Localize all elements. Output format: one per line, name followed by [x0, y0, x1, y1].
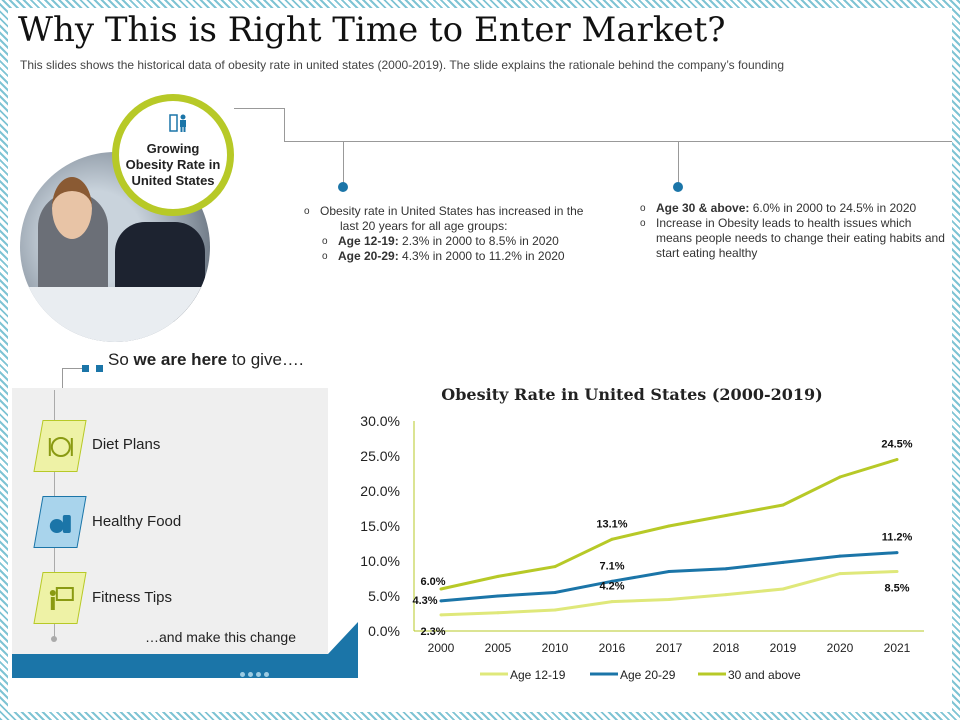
data-point — [724, 567, 728, 571]
x-tick-label: 2017 — [656, 641, 683, 655]
x-tick-label: 2016 — [599, 641, 626, 655]
data-point — [667, 524, 671, 528]
give-heading: So we are here to give…. — [108, 350, 304, 369]
data-label: 4.2% — [599, 581, 624, 593]
data-point — [439, 613, 443, 617]
data-point — [496, 594, 500, 598]
bullet-item: Obesity rate in United States has increa… — [304, 204, 624, 234]
data-label: 24.5% — [881, 439, 912, 451]
y-tick-label: 10.0% — [360, 553, 400, 569]
data-point — [724, 514, 728, 517]
data-label: 8.5% — [884, 583, 909, 595]
data-label: 11.2% — [882, 532, 913, 544]
chart-title: Obesity Rate in United States (2000-2019… — [441, 385, 823, 404]
offering-label: Healthy Food — [92, 513, 182, 530]
series-line-0 — [440, 570, 898, 617]
decor-triangle — [328, 622, 358, 654]
bullet-item: Increase in Obesity leads to health issu… — [640, 216, 945, 261]
timeline-end-dot — [51, 636, 57, 642]
diet-plan-icon — [48, 437, 73, 457]
diet-plan-tile — [33, 420, 87, 472]
connector-line — [234, 108, 284, 109]
accent-square — [96, 365, 103, 372]
data-point — [610, 537, 614, 541]
data-point — [895, 458, 899, 461]
x-tick-label: 2005 — [485, 641, 512, 655]
decor-bar — [12, 654, 358, 678]
y-tick-label: 0.0% — [368, 623, 400, 639]
connector-line — [62, 368, 82, 369]
obesity-line-chart: 0.0% 5.0% 10.0% 15.0% 20.0% 25.0% 30.0% 2000 200… — [360, 413, 924, 682]
connector-line — [62, 368, 63, 400]
page-subtitle: This slides shows the historical data of… — [20, 58, 785, 72]
legend-label: 30 and above — [728, 668, 801, 682]
healthy-food-icon — [49, 515, 71, 533]
data-label: 7.1% — [599, 560, 624, 572]
data-label: 4.3% — [412, 595, 437, 607]
data-point — [667, 598, 671, 601]
connector-line — [678, 141, 679, 184]
scale-person-icon — [169, 114, 186, 132]
left-bullets: Obesity rate in United States has increa… — [304, 204, 624, 264]
badge-text: Growing Obesity Rate in United States — [125, 141, 221, 188]
data-point — [781, 503, 785, 507]
data-point — [781, 560, 785, 564]
x-tick-label: 2020 — [827, 641, 854, 655]
data-point — [439, 599, 443, 603]
data-label: 6.0% — [420, 576, 445, 588]
legend-label: Age 12-19 — [510, 668, 566, 682]
data-point — [838, 554, 842, 558]
data-point — [496, 611, 500, 615]
x-tick-label: 2019 — [770, 641, 797, 655]
data-point — [895, 570, 899, 573]
bullet-subitem: Age 20-29: 4.3% in 2000 to 11.2% in 2020 — [304, 249, 624, 264]
accent-square — [82, 365, 89, 372]
page-title: Why This is Right Time to Enter Market? — [18, 10, 726, 50]
legend-label: Age 20-29 — [620, 668, 676, 682]
offering-label: Fitness Tips — [92, 589, 173, 606]
data-point — [553, 608, 557, 612]
data-point — [838, 572, 842, 576]
series-line-2 — [440, 458, 898, 591]
data-point — [724, 593, 728, 597]
decor-dots — [240, 664, 272, 682]
data-point — [553, 591, 557, 594]
y-tick-label: 20.0% — [360, 483, 400, 499]
data-point — [667, 570, 671, 573]
data-point — [781, 587, 785, 591]
fitness-tips-icon — [49, 587, 74, 610]
bullet-item: Age 30 & above: 6.0% in 2000 to 24.5% in… — [640, 201, 945, 216]
offering-label: Diet Plans — [92, 436, 161, 453]
data-point — [439, 587, 443, 591]
y-tick-label: 25.0% — [360, 448, 400, 464]
y-tick-label: 5.0% — [368, 588, 400, 604]
x-tick-label: 2000 — [428, 641, 455, 655]
data-label: 13.1% — [596, 518, 627, 530]
x-tick-label: 2021 — [884, 641, 911, 655]
obesity-badge: Growing Obesity Rate in United States — [112, 94, 234, 216]
bullet-subitem: Age 12-19: 2.3% in 2000 to 8.5% in 2020 — [304, 234, 624, 249]
connector-line — [343, 141, 344, 184]
y-tick-label: 30.0% — [360, 413, 400, 429]
right-bullets: Age 30 & above: 6.0% in 2000 to 24.5% in… — [640, 201, 945, 261]
connector-line — [284, 141, 952, 142]
connector-line — [284, 108, 285, 142]
data-point — [838, 475, 842, 479]
y-tick-label: 15.0% — [360, 518, 400, 534]
bullet-dot — [338, 182, 348, 192]
data-point — [496, 574, 500, 578]
healthy-food-tile — [33, 496, 87, 548]
fitness-tips-tile — [33, 572, 87, 624]
x-tick-label: 2010 — [542, 641, 569, 655]
meeting-table — [20, 287, 210, 342]
bullet-dot — [673, 182, 683, 192]
closing-text: …and make this change — [145, 629, 296, 645]
data-label: 2.3% — [420, 626, 445, 638]
x-tick-label: 2018 — [713, 641, 740, 655]
person-woman-head — [52, 177, 92, 239]
data-point — [553, 565, 557, 569]
data-point — [610, 579, 614, 583]
data-point — [610, 600, 614, 604]
data-point — [895, 551, 899, 555]
